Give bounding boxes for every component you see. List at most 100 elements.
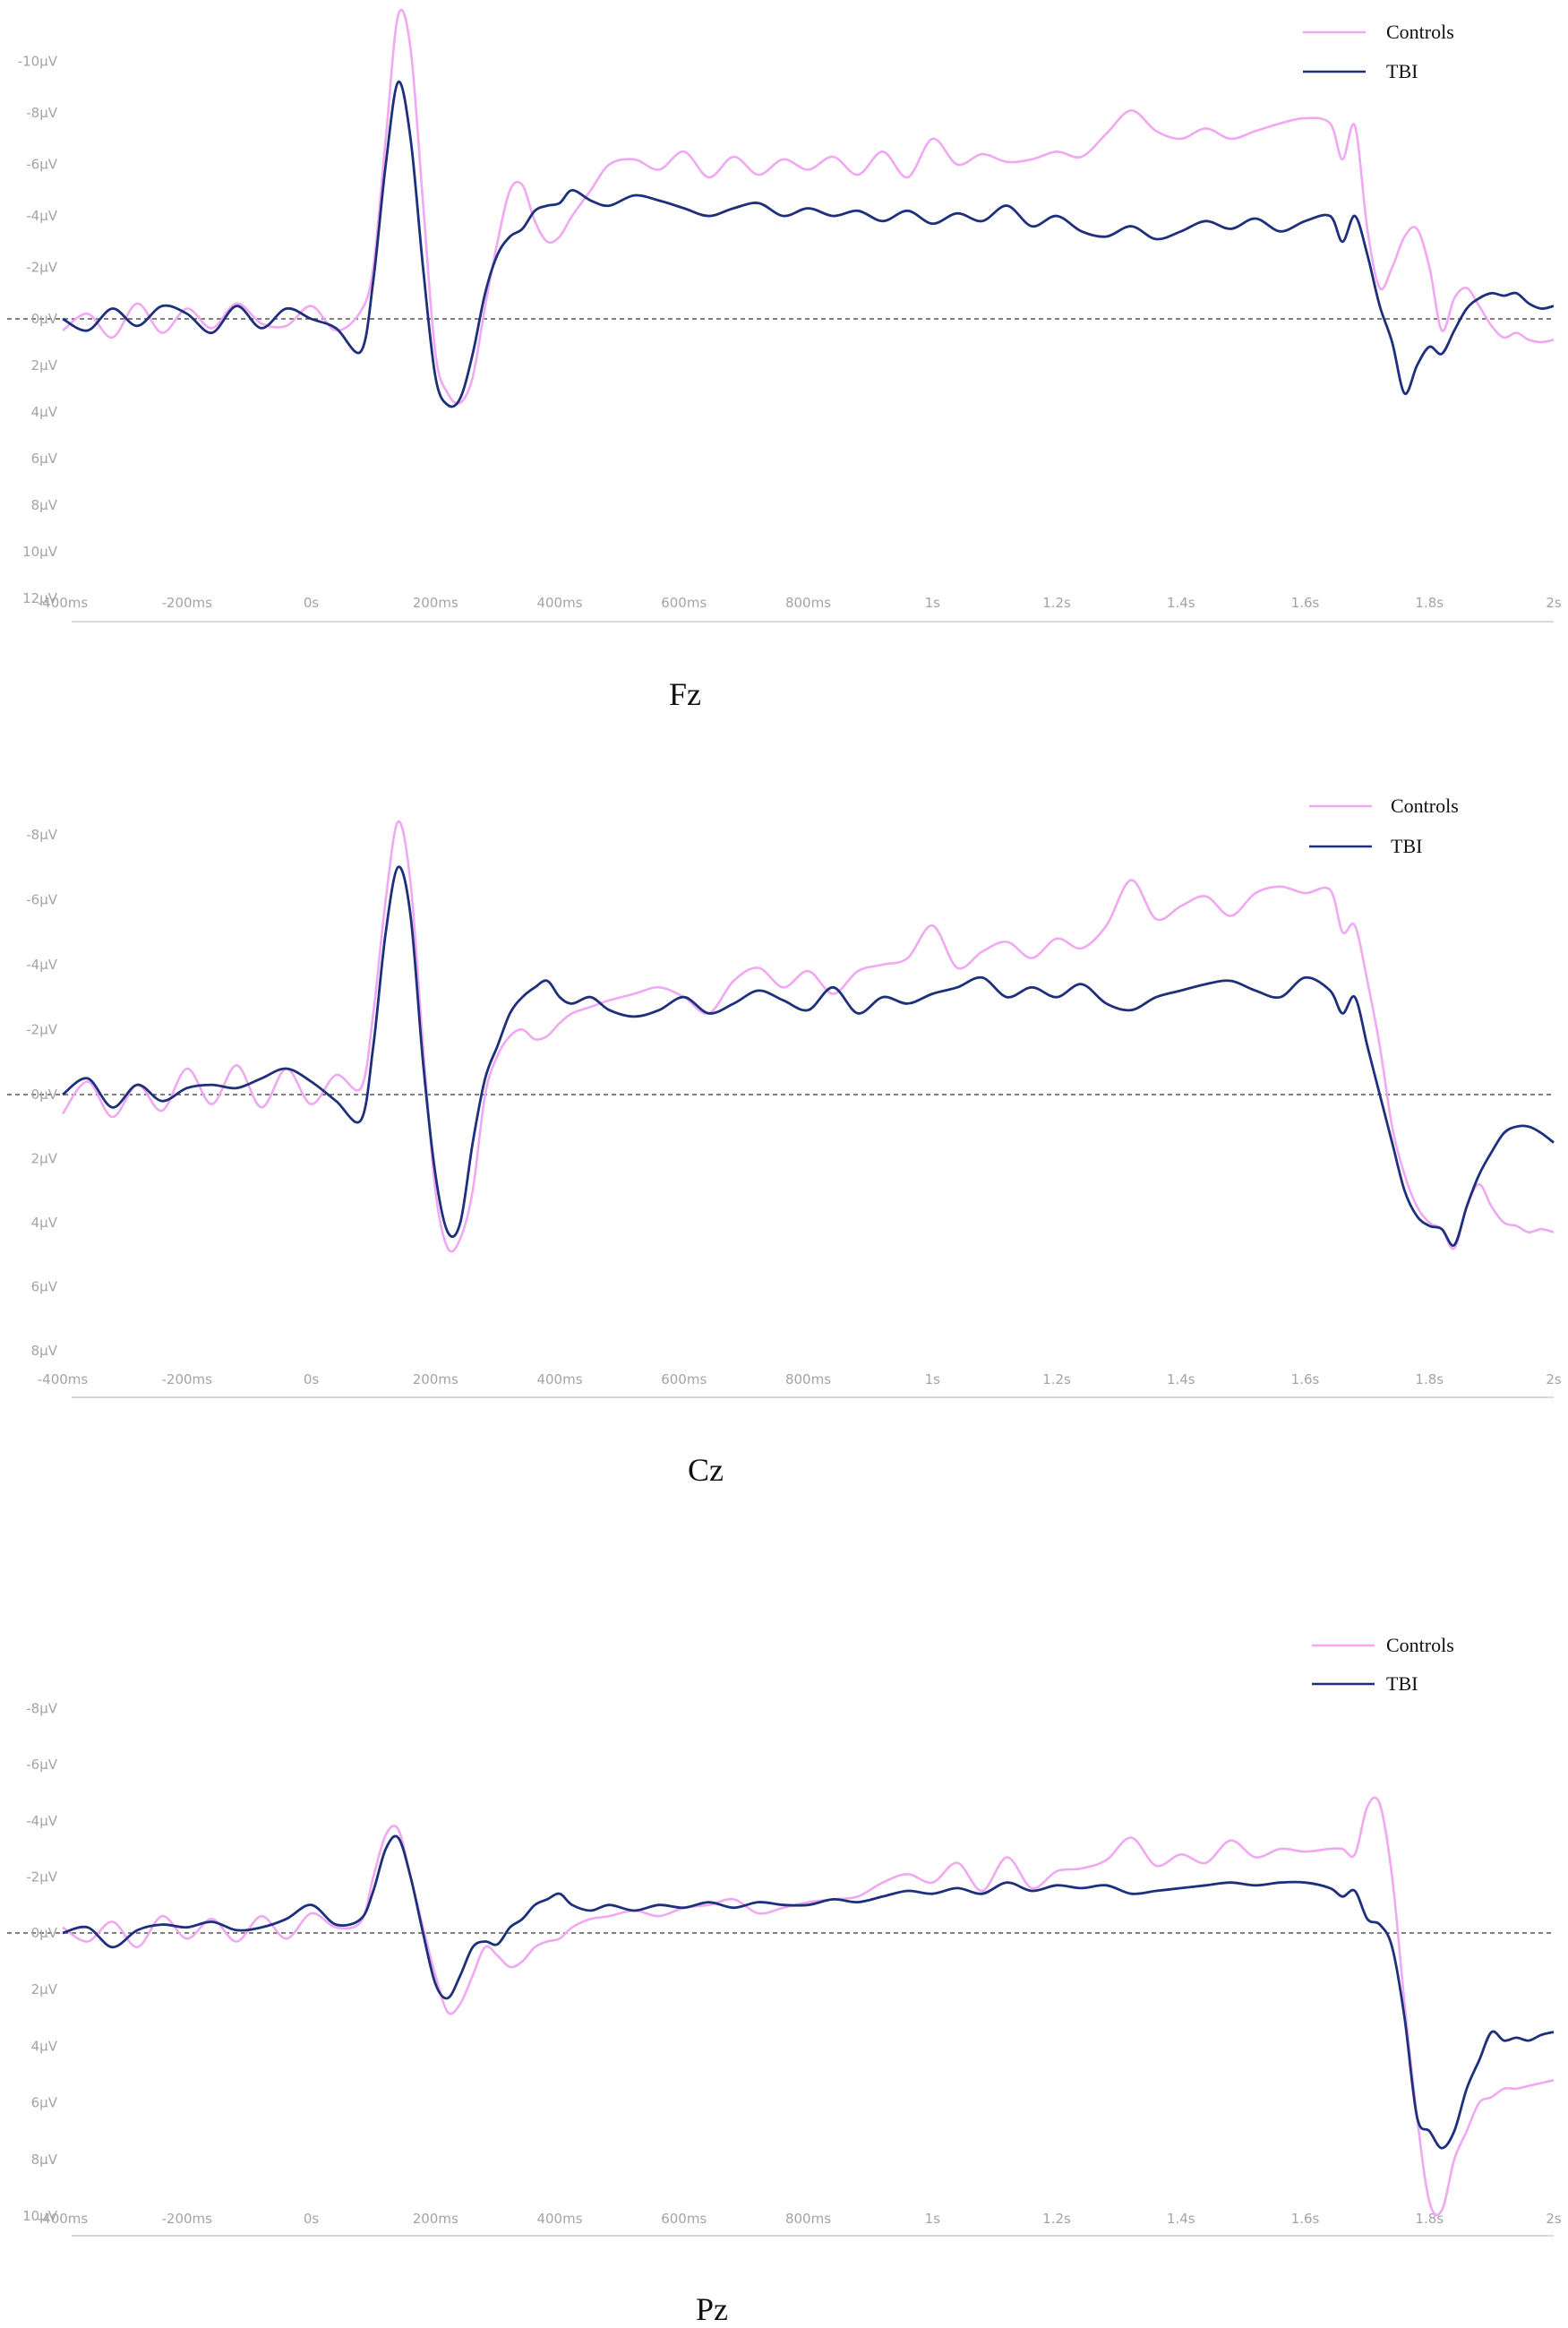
- series-line-cz-controls: [61, 820, 1555, 1253]
- x-tick-label: 1.8s: [1415, 595, 1444, 611]
- x-tick-label: 1s: [925, 2211, 941, 2227]
- y-tick-label: -6µV: [26, 891, 57, 907]
- x-tick-label: 1.6s: [1291, 2211, 1320, 2227]
- y-tick-label: 6µV: [31, 2095, 58, 2111]
- y-tick-label: 8µV: [31, 2152, 58, 2168]
- y-ticks: -8µV -6µV -4µV -2µV 0µV 2µV 4µV 6µV 8µV 10µV: [22, 1701, 58, 2224]
- x-tick-label: -400ms: [38, 595, 89, 611]
- x-ticks: -400ms -200ms 0s 200ms 400ms 600ms 800ms 1s 1.2s…: [38, 2211, 1562, 2227]
- panel-caption: Fz: [669, 676, 701, 712]
- y-tick-label: 2µV: [31, 357, 58, 374]
- legend: Controls TBI: [1312, 1634, 1454, 1695]
- y-tick-label: -8µV: [26, 827, 57, 843]
- y-tick-label: 4µV: [31, 404, 58, 420]
- legend-controls-label: Controls: [1386, 1634, 1454, 1656]
- x-tick-label: 600ms: [661, 595, 707, 611]
- x-tick-label: -400ms: [38, 1371, 89, 1387]
- legend-controls-label: Controls: [1386, 21, 1454, 43]
- panel-cz: -400ms -200ms 0s 200ms 400ms 600ms 800ms 1s 1.2s…: [7, 795, 1562, 1488]
- y-tick-label: 10µV: [22, 544, 58, 560]
- x-tick-label: 400ms: [536, 2211, 582, 2227]
- x-tick-label: 1.8s: [1415, 1371, 1444, 1387]
- x-tick-label: 800ms: [785, 2211, 831, 2227]
- x-ticks: -400ms -200ms 0s 200ms 400ms 600ms 800ms 1s 1.2s…: [38, 1371, 1562, 1387]
- y-tick-label: -4µV: [26, 208, 57, 224]
- legend: Controls TBI: [1309, 795, 1459, 857]
- x-tick-label: 1.4s: [1167, 595, 1195, 611]
- y-tick-label: 10µV: [22, 2208, 58, 2224]
- x-tick-label: 1.2s: [1042, 2211, 1071, 2227]
- y-ticks: -10µV -8µV -6µV -4µV -2µV 0µV 2µV 4µV 6µV 8µV 10µV…: [18, 54, 58, 606]
- y-tick-label: 2µV: [31, 1981, 58, 1997]
- series-lines: [61, 820, 1555, 1253]
- y-tick-label: -6µV: [26, 1757, 57, 1773]
- x-tick-label: 1s: [925, 595, 941, 611]
- x-tick-label: 400ms: [536, 1371, 582, 1387]
- series-line-fz-tbi: [62, 81, 1555, 408]
- x-tick-label: 1s: [925, 1371, 941, 1387]
- x-tick-label: 2s: [1546, 2211, 1562, 2227]
- y-tick-label: -8µV: [26, 105, 57, 121]
- series-line-cz-tbi: [62, 865, 1555, 1247]
- y-tick-label: 0µV: [31, 1087, 58, 1103]
- x-tick-label: 0s: [304, 1371, 320, 1387]
- y-tick-label: -6µV: [26, 157, 57, 173]
- x-tick-label: 1.4s: [1167, 2211, 1195, 2227]
- y-tick-label: -4µV: [26, 1813, 57, 1829]
- series-lines: [62, 8, 1555, 408]
- legend-controls-label: Controls: [1391, 795, 1459, 817]
- x-tick-label: 200ms: [413, 595, 458, 611]
- y-tick-label: 4µV: [31, 2038, 58, 2054]
- series-line-fz-controls: [62, 8, 1555, 405]
- legend-tbi-label: TBI: [1386, 1672, 1418, 1695]
- x-tick-label: 0s: [304, 2211, 320, 2227]
- x-tick-label: 2s: [1546, 595, 1562, 611]
- y-tick-label: -8µV: [26, 1701, 57, 1717]
- y-tick-label: 4µV: [31, 1215, 58, 1231]
- panel-caption: Pz: [696, 2291, 728, 2327]
- legend-tbi-label: TBI: [1391, 835, 1422, 857]
- x-tick-label: 400ms: [536, 595, 582, 611]
- panel-caption: Cz: [688, 1452, 724, 1488]
- x-tick-label: -200ms: [162, 1371, 213, 1387]
- legend: Controls TBI: [1303, 21, 1454, 82]
- x-tick-label: 1.2s: [1042, 1371, 1071, 1387]
- y-tick-label: 8µV: [31, 1343, 58, 1359]
- x-tick-label: 600ms: [661, 1371, 707, 1387]
- y-tick-label: -2µV: [26, 260, 57, 276]
- x-tick-label: 0s: [304, 595, 320, 611]
- y-tick-label: 0µV: [31, 311, 58, 327]
- x-tick-label: 200ms: [413, 1371, 458, 1387]
- x-tick-label: 800ms: [785, 1371, 831, 1387]
- y-tick-label: 12µV: [22, 590, 58, 606]
- y-tick-label: -2µV: [26, 1021, 57, 1037]
- x-tick-label: 2s: [1546, 1371, 1562, 1387]
- y-tick-label: 2µV: [31, 1151, 58, 1167]
- panel-fz: -400ms -200ms 0s 200ms 400ms 600ms 800ms 1s 1.2s…: [7, 8, 1562, 712]
- x-tick-label: 1.2s: [1042, 595, 1071, 611]
- x-ticks: -400ms -200ms 0s 200ms 400ms 600ms 800ms 1s 1.2s…: [38, 595, 1562, 611]
- series-lines: [62, 1796, 1555, 2217]
- y-tick-label: 6µV: [31, 1279, 58, 1295]
- y-tick-label: -2µV: [26, 1868, 57, 1885]
- x-tick-label: 600ms: [661, 2211, 707, 2227]
- x-tick-label: -400ms: [38, 2211, 89, 2227]
- x-tick-label: 800ms: [785, 595, 831, 611]
- x-tick-label: 1.4s: [1167, 1371, 1195, 1387]
- x-tick-label: -200ms: [162, 2211, 213, 2227]
- x-tick-label: -200ms: [162, 595, 213, 611]
- y-ticks: -8µV -6µV -4µV -2µV 0µV 2µV 4µV 6µV 8µV: [26, 827, 57, 1359]
- series-line-pz-tbi: [62, 1834, 1555, 2150]
- y-tick-label: 6µV: [31, 451, 58, 467]
- y-tick-label: -10µV: [18, 54, 58, 70]
- x-tick-label: 1.6s: [1291, 1371, 1320, 1387]
- y-tick-label: 0µV: [31, 1925, 58, 1941]
- y-tick-label: -4µV: [26, 957, 57, 973]
- legend-tbi-label: TBI: [1386, 60, 1418, 82]
- x-tick-label: 1.6s: [1291, 595, 1320, 611]
- y-tick-label: 8µV: [31, 497, 58, 513]
- x-tick-label: 200ms: [413, 2211, 458, 2227]
- panel-pz: -400ms -200ms 0s 200ms 400ms 600ms 800ms 1s 1.2s…: [7, 1634, 1562, 2327]
